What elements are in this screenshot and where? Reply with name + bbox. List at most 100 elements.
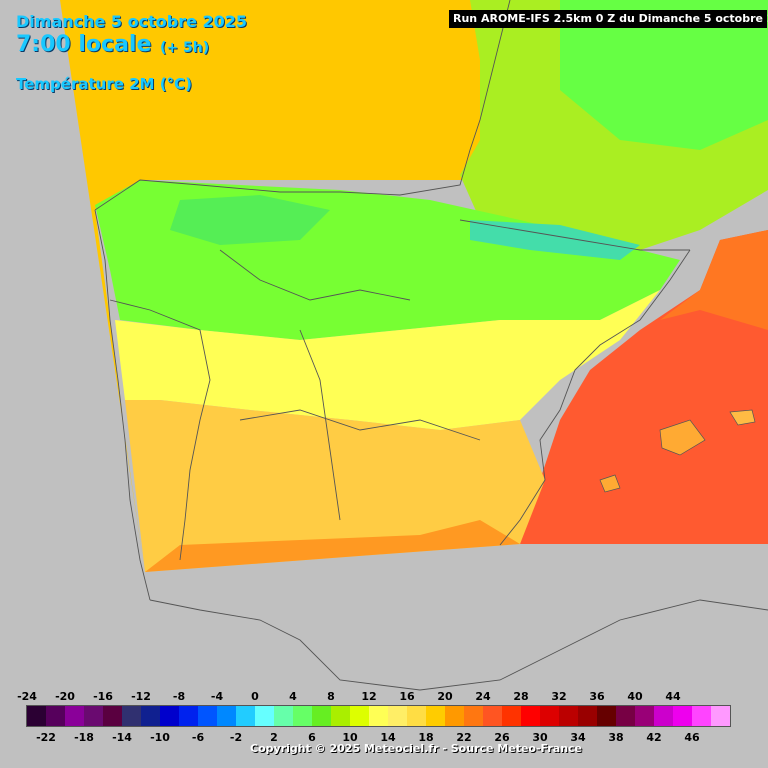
legend-swatch	[122, 706, 141, 726]
legend-label: 36	[589, 690, 605, 703]
borders	[94, 0, 768, 691]
legend-label: 42	[646, 731, 662, 744]
legend-label: -10	[150, 731, 170, 744]
legend-label: 38	[608, 731, 624, 744]
forecast-time: 7:00 locale	[16, 32, 152, 57]
legend-swatch	[255, 706, 274, 726]
legend-swatch	[711, 706, 730, 726]
legend-swatch	[635, 706, 654, 726]
color-legend: -24 -20 -16 -12 -8 -4 0 4 8 12 16 20 24 28 32 36 40 44 -2…	[0, 686, 768, 768]
legend-swatch	[236, 706, 255, 726]
legend-swatch	[293, 706, 312, 726]
legend-label: 18	[418, 731, 434, 744]
legend-label: 44	[665, 690, 681, 703]
legend-label: 10	[342, 731, 358, 744]
coastline-east	[499, 249, 691, 546]
legend-swatch	[350, 706, 369, 726]
island-mallorca	[659, 419, 706, 456]
legend-label: 2	[270, 731, 278, 744]
region-line-3	[299, 329, 341, 521]
legend-color-bar	[26, 705, 731, 727]
legend-label: -14	[112, 731, 132, 744]
land-france-cool	[560, 0, 768, 150]
legend-label: -2	[229, 731, 243, 744]
legend-swatch	[673, 706, 692, 726]
legend-swatch	[331, 706, 350, 726]
legend-label: 0	[251, 690, 259, 703]
legend-swatch	[179, 706, 198, 726]
legend-swatch	[46, 706, 65, 726]
legend-swatch	[502, 706, 521, 726]
legend-swatch	[540, 706, 559, 726]
legend-swatch	[65, 706, 84, 726]
legend-swatch	[274, 706, 293, 726]
copyright-text: Copyright © 2025 Meteociel.fr - Source M…	[250, 742, 583, 755]
land-cantabrian	[170, 195, 330, 245]
legend-swatch	[692, 706, 711, 726]
legend-label: 28	[513, 690, 529, 703]
legend-swatch	[160, 706, 179, 726]
border-portugal	[109, 299, 211, 561]
legend-label: 12	[361, 690, 377, 703]
legend-label: 40	[627, 690, 643, 703]
coastline-west	[94, 209, 151, 601]
parameter-label: Température 2M (°C)	[16, 75, 192, 93]
run-info-box: Run AROME-IFS 2.5km 0 Z du Dimanche 5 oc…	[449, 10, 768, 28]
legend-label: -12	[131, 690, 151, 703]
legend-label: 24	[475, 690, 491, 703]
legend-swatch	[445, 706, 464, 726]
legend-label: -18	[74, 731, 94, 744]
forecast-date: Dimanche 5 octobre 2025	[16, 12, 248, 31]
legend-swatch	[407, 706, 426, 726]
legend-swatch	[388, 706, 407, 726]
legend-label: -20	[55, 690, 75, 703]
island-ibiza	[599, 474, 621, 493]
region-line-1	[219, 249, 411, 301]
legend-swatch	[103, 706, 122, 726]
legend-label: -16	[93, 690, 113, 703]
legend-swatch	[559, 706, 578, 726]
legend-swatch	[27, 706, 46, 726]
legend-label: 14	[380, 731, 396, 744]
land-pyrenees	[470, 220, 640, 260]
sea-atlantic	[60, 0, 500, 572]
forecast-offset: (+ 5h)	[160, 40, 210, 56]
legend-label: 6	[308, 731, 316, 744]
legend-label: 20	[437, 690, 453, 703]
legend-label: -6	[191, 731, 205, 744]
legend-swatch	[464, 706, 483, 726]
model-domain	[60, 0, 768, 572]
legend-label: -24	[17, 690, 37, 703]
legend-label: -8	[172, 690, 186, 703]
legend-swatch	[84, 706, 103, 726]
legend-swatch	[578, 706, 597, 726]
legend-swatch	[198, 706, 217, 726]
region-line-2	[239, 409, 481, 441]
legend-swatch	[616, 706, 635, 726]
legend-label: -4	[210, 690, 224, 703]
legend-label: 34	[570, 731, 586, 744]
land-south-hot	[145, 520, 520, 572]
legend-swatch	[141, 706, 160, 726]
land-central-spain	[115, 290, 660, 430]
legend-swatch	[521, 706, 540, 726]
legend-label: 32	[551, 690, 567, 703]
border-pyrenees	[459, 219, 690, 251]
morocco-coast	[149, 599, 768, 691]
legend-swatch	[654, 706, 673, 726]
legend-swatch	[426, 706, 445, 726]
legend-label: 46	[684, 731, 700, 744]
legend-label: 26	[494, 731, 510, 744]
legend-swatch	[312, 706, 331, 726]
island-menorca	[729, 409, 756, 426]
legend-swatch	[597, 706, 616, 726]
legend-swatch	[483, 706, 502, 726]
legend-label: 16	[399, 690, 415, 703]
coastline-north	[94, 0, 511, 211]
legend-swatch	[217, 706, 236, 726]
legend-label: 8	[327, 690, 335, 703]
sea-mediterranean-outer	[660, 230, 768, 330]
legend-label: 4	[289, 690, 297, 703]
legend-label: 22	[456, 731, 472, 744]
